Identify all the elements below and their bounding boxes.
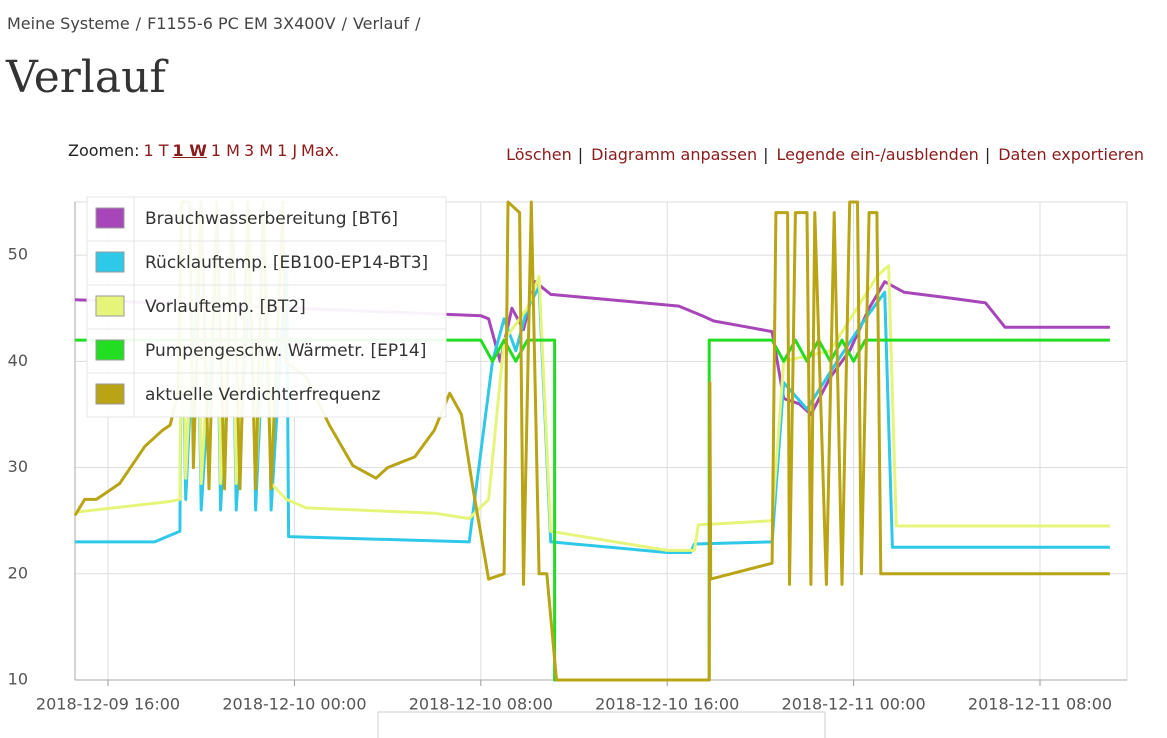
breadcrumb-separator: / xyxy=(341,14,347,33)
action-separator: | xyxy=(763,145,769,164)
x-tick-label: 2018-12-10 08:00 xyxy=(409,695,553,714)
x-tick-label: 2018-12-10 16:00 xyxy=(595,695,739,714)
legend-label: Vorlauftemp. [BT2] xyxy=(145,297,306,317)
breadcrumb-separator: / xyxy=(135,14,142,33)
breadcrumb: Meine Systeme / F1155-6 PC EM 3X400V / Verla… xyxy=(7,14,427,33)
y-tick-label: 40 xyxy=(8,351,28,370)
legend: Brauchwasserbereitung [BT6] Rücklauftemp.… xyxy=(86,196,447,418)
x-tick-label: 2018-12-10 00:00 xyxy=(222,695,366,714)
zoom-option[interactable]: 1 W xyxy=(172,141,207,160)
legend-swatch xyxy=(95,339,125,361)
action-link[interactable]: Diagramm anpassen xyxy=(591,145,758,164)
y-tick-label: 30 xyxy=(8,457,28,476)
action-separator: | xyxy=(577,145,584,164)
y-tick-label: 20 xyxy=(8,563,28,582)
action-link[interactable]: Löschen xyxy=(506,145,572,164)
x-tick-label: 2018-12-11 00:00 xyxy=(782,695,926,714)
zoom-option[interactable]: 1 J xyxy=(277,141,298,160)
breadcrumb-item[interactable]: F1155-6 PC EM 3X400V xyxy=(147,14,336,33)
x-tick-label: 2018-12-09 16:00 xyxy=(36,695,180,714)
y-tick-label: 50 xyxy=(8,245,28,264)
legend-label: aktuelle Verdichterfrequenz xyxy=(145,385,381,405)
breadcrumb-item: Verlauf xyxy=(352,14,410,33)
breadcrumb-separator: / xyxy=(415,14,421,33)
legend-swatch xyxy=(95,383,125,405)
action-link[interactable]: Daten exportieren xyxy=(998,145,1144,164)
zoom-label: Zoomen: xyxy=(68,141,140,160)
zoom-option[interactable]: Max. xyxy=(301,141,340,160)
page-title: Verlauf xyxy=(6,52,166,103)
action-separator: | xyxy=(984,145,991,164)
legend-box xyxy=(86,196,447,418)
zoom-option[interactable]: 1 T xyxy=(143,141,169,160)
zoom-option[interactable]: 3 M xyxy=(243,141,274,160)
actions: Löschen | Diagramm anpassen | Legende ein-/a… xyxy=(504,141,1144,168)
zoom-option[interactable]: 1 M xyxy=(210,141,240,160)
legend-label: Brauchwasserbereitung [BT6] xyxy=(145,209,398,229)
breadcrumb-item[interactable]: Meine Systeme xyxy=(7,14,130,33)
action-link[interactable]: Legende ein-/ausblenden xyxy=(776,145,979,164)
y-tick-label: 10 xyxy=(8,670,28,689)
legend-swatch xyxy=(95,251,125,273)
legend-label: Rücklauftemp. [EB100-EP14-BT3] xyxy=(145,253,428,273)
legend-swatch xyxy=(95,295,125,317)
legend-label: Pumpengeschw. Wärmetr. [EP14] xyxy=(145,341,426,361)
legend-swatch xyxy=(95,207,125,229)
x-tick-label: 2018-12-11 08:00 xyxy=(968,695,1112,714)
scroll-panel xyxy=(377,711,826,738)
